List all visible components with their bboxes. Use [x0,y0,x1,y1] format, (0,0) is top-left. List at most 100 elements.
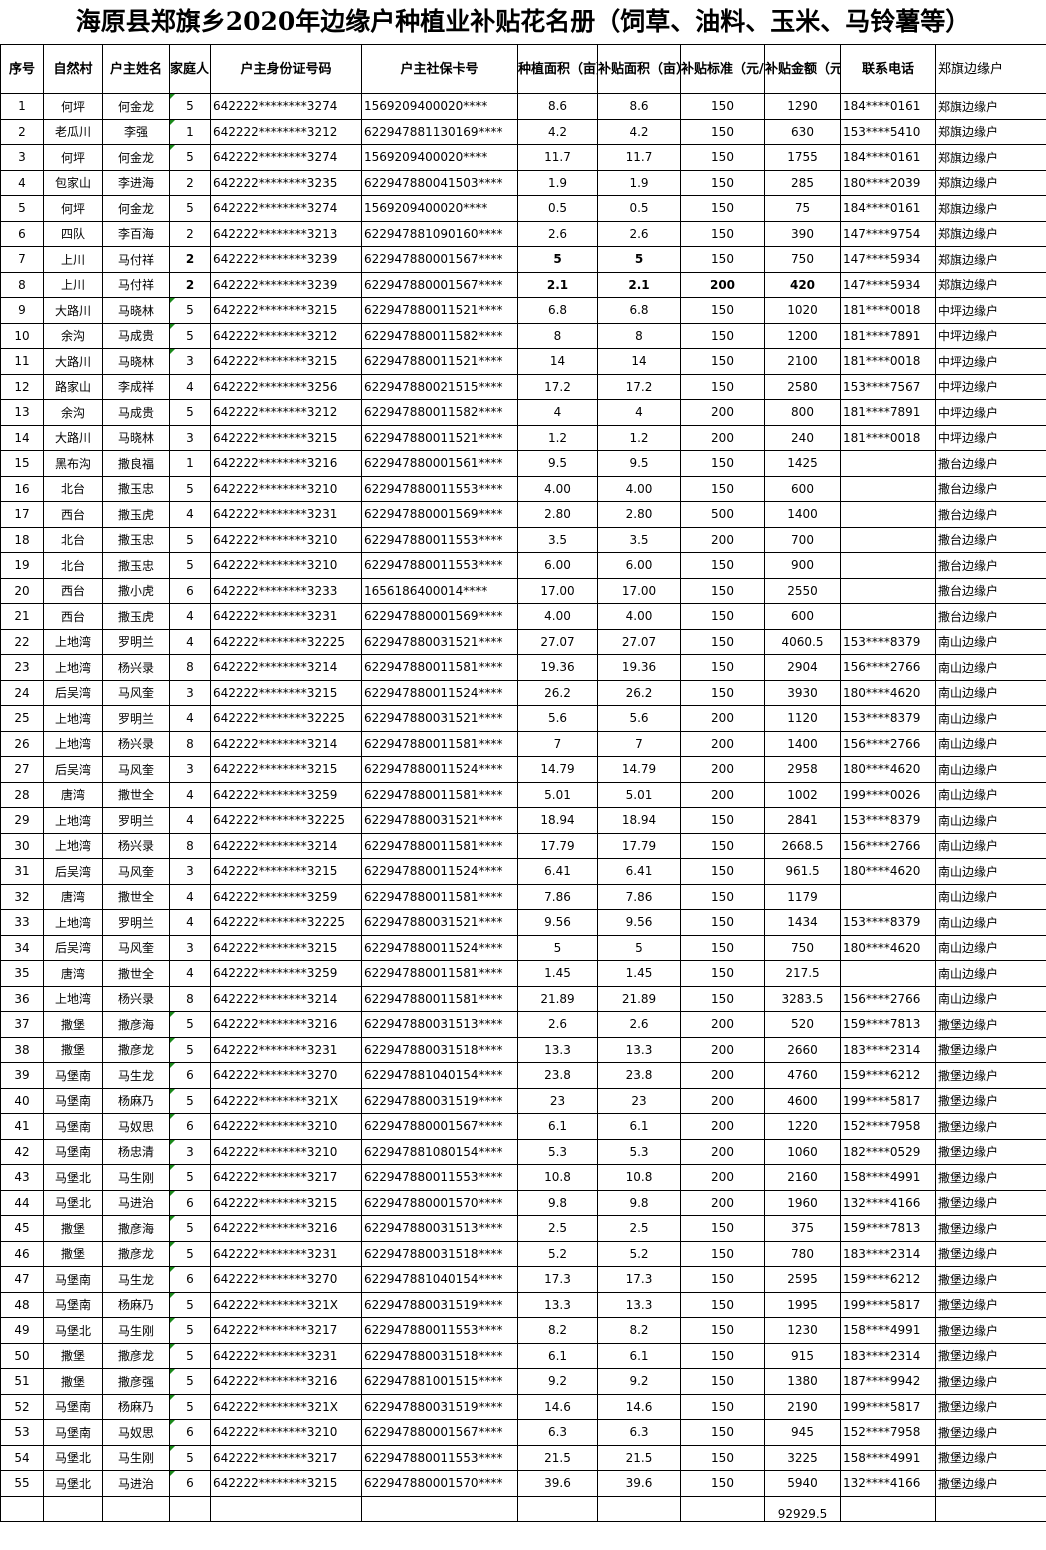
col-householder-cell: 杨忠清 [102,1138,170,1165]
col-householder-cell: 马晓林 [102,424,170,451]
col-plant-area-cell: 4.00 [517,603,598,630]
col-householder-cell: 马成贵 [102,322,170,349]
col-id-number-cell: 642222********3270 [210,1062,362,1089]
col-phone-cell [840,475,936,502]
empty-cell [597,1495,681,1522]
col-subsidy-amount-cell: 2841 [764,807,841,834]
table-row: 34 后吴湾 马风奎 3 642222********3215 6229478800115… [0,934,1046,961]
col-id-number-cell: 642222********3212 [210,399,362,426]
col-category-cell: 撒台边缘户 [935,526,1046,553]
col-phone-cell: 183****2314 [840,1342,936,1369]
col-subsidy-amount-cell: 2904 [764,654,841,681]
col-index-cell: 42 [0,1138,44,1165]
col-family-size-cell: 5 [169,1240,211,1267]
col-subsidy-area-cell: 5 [597,934,681,961]
col-subsidy-amount-cell: 4600 [764,1087,841,1114]
col-subsidy-amount-cell: 4060.5 [764,628,841,655]
col-subsidy-standard-cell: 150 [680,883,765,910]
col-index-cell: 11 [0,348,44,375]
col-village-cell: 北台 [43,526,103,553]
col-village-cell: 何坪 [43,93,103,120]
col-plant-area-cell: 6.1 [517,1113,598,1140]
col-id-number-cell: 642222********3215 [210,858,362,885]
col-plant-area-cell: 17.79 [517,832,598,859]
col-id-number-cell: 642222********3215 [210,934,362,961]
col-householder-cell: 马奴思 [102,1113,170,1140]
col-plant-area-cell: 5.6 [517,705,598,732]
col-subsidy-amount-cell: 1230 [764,1317,841,1344]
col-subsidy-standard-header: 补贴标准（元/亩） [680,44,765,94]
col-family-size-cell: 4 [169,909,211,936]
col-social-card-cell: 622947880031519**** [361,1393,518,1420]
col-subsidy-area-cell: 1.9 [597,169,681,196]
col-category-cell: 撒堡边缘户 [935,1036,1046,1063]
col-id-number-cell: 642222********3235 [210,169,362,196]
col-index-cell: 8 [0,271,44,298]
col-householder-cell: 何金龙 [102,93,170,120]
table-row: 11 大路川 马晓林 3 642222********3215 6229478800115… [0,348,1046,375]
col-family-size-cell: 6 [169,577,211,604]
table-row: 47 马堡南 马生龙 6 642222********3270 6229478810401… [0,1266,1046,1293]
col-subsidy-area-cell: 13.3 [597,1291,681,1318]
col-plant-area-cell: 13.3 [517,1291,598,1318]
col-subsidy-amount-cell: 1020 [764,297,841,324]
col-plant-area-cell: 4.2 [517,118,598,145]
col-subsidy-amount-cell: 945 [764,1419,841,1446]
col-subsidy-area-cell: 4.2 [597,118,681,145]
col-social-card-cell: 622947880031518**** [361,1240,518,1267]
col-id-number-cell: 642222********3256 [210,373,362,400]
col-phone-cell: 180****4620 [840,934,936,961]
col-category-cell: 南山边缘户 [935,705,1046,732]
col-householder-cell: 撒彦龙 [102,1036,170,1063]
col-subsidy-standard-cell: 150 [680,628,765,655]
col-subsidy-area-cell: 19.36 [597,654,681,681]
col-id-number-cell: 642222********3216 [210,1215,362,1242]
col-subsidy-standard-cell: 150 [680,322,765,349]
table-row: 22 上地湾 罗明兰 4 642222********32225 622947880031… [0,628,1046,655]
col-subsidy-area-cell: 8.6 [597,93,681,120]
col-plant-area-cell: 11.7 [517,144,598,171]
col-phone-cell: 147****5934 [840,246,936,273]
col-subsidy-amount-cell: 1200 [764,322,841,349]
col-category-cell: 撒台边缘户 [935,475,1046,502]
col-subsidy-area-cell: 0.5 [597,195,681,222]
col-subsidy-amount-cell: 5940 [764,1470,841,1497]
col-phone-cell: 158****4991 [840,1164,936,1191]
col-householder-cell: 马风奎 [102,858,170,885]
col-plant-area-cell: 9.2 [517,1368,598,1395]
col-subsidy-standard-cell: 150 [680,348,765,375]
table-row: 32 唐湾 撒世全 4 642222********3259 62294788001158… [0,883,1046,910]
col-village-cell: 西台 [43,577,103,604]
col-index-cell: 24 [0,679,44,706]
col-plant-area-cell: 8.6 [517,93,598,120]
col-plant-area-cell: 13.3 [517,1036,598,1063]
col-id-number-cell: 642222********3231 [210,603,362,630]
col-subsidy-amount-cell: 2595 [764,1266,841,1293]
table-row: 13 余沟 马成贵 5 642222********3212 62294788001158… [0,399,1046,426]
empty-cell [840,1495,936,1522]
col-phone-cell: 183****2314 [840,1036,936,1063]
col-subsidy-area-cell: 7.86 [597,883,681,910]
col-id-number-cell: 642222********3259 [210,883,362,910]
col-householder-cell: 杨兴录 [102,654,170,681]
col-plant-area-cell: 1.9 [517,169,598,196]
col-family-size-cell: 4 [169,628,211,655]
col-family-size-cell: 6 [169,1266,211,1293]
col-index-cell: 7 [0,246,44,273]
col-family-size-cell: 5 [169,297,211,324]
col-phone-cell [840,960,936,987]
table-row: 38 撒堡 撒彦龙 5 642222********3231 62294788003151… [0,1036,1046,1063]
col-social-card-cell: 622947880031519**** [361,1087,518,1114]
col-subsidy-amount-cell: 2190 [764,1393,841,1420]
col-phone-cell: 147****9754 [840,220,936,247]
col-family-size-cell: 5 [169,1317,211,1344]
col-family-size-cell: 5 [169,475,211,502]
col-subsidy-amount-cell: 420 [764,271,841,298]
col-index-cell: 19 [0,552,44,579]
col-social-card-cell: 622947880011521**** [361,297,518,324]
col-index-cell: 15 [0,450,44,477]
col-id-number-cell: 642222********3233 [210,577,362,604]
col-subsidy-standard-cell: 150 [680,1317,765,1344]
col-id-number-cell: 642222********3212 [210,118,362,145]
col-subsidy-standard-cell: 200 [680,1164,765,1191]
